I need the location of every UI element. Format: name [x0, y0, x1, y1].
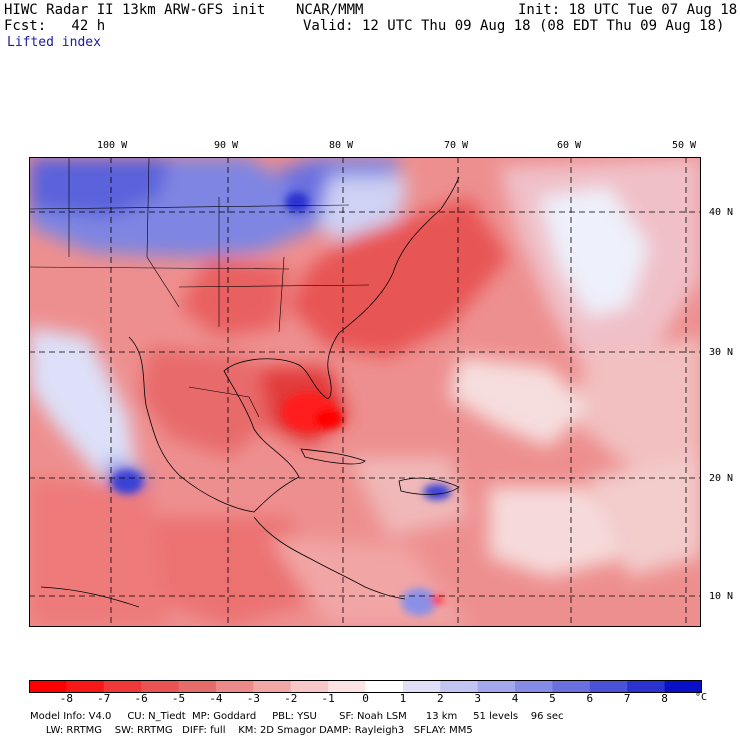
colorbar-swatch [141, 680, 180, 693]
colorbar-tick-label: -4 [209, 692, 223, 705]
model-title: HIWC Radar II 13km ARW-GFS init [4, 2, 266, 18]
colorbar [29, 680, 702, 693]
init-time: Init: 18 UTC Tue 07 Aug 18 [518, 2, 738, 18]
colorbar-swatch [66, 680, 105, 693]
lat-label: 10 N [709, 591, 734, 602]
colorbar-swatch [215, 680, 254, 693]
colorbar-swatch [664, 680, 702, 693]
colorbar-tick-label: 2 [436, 692, 444, 705]
colorbar-swatch [29, 680, 67, 693]
colorbar-swatch [440, 680, 479, 693]
colorbar-tick-label: -3 [246, 692, 260, 705]
colorbar-swatch [103, 680, 142, 693]
colorbar-frame [29, 680, 702, 693]
lon-label: 100 W [97, 140, 128, 151]
colorbar-swatch [178, 680, 217, 693]
colorbar-swatch [552, 680, 591, 693]
colorbar-tick-label: 3 [474, 692, 481, 705]
colorbar-tick-label: 1 [399, 692, 407, 705]
lat-label: 30 N [709, 347, 734, 358]
colorbar-tick-label: -7 [97, 692, 111, 705]
forecast-hour: Fcst: 42 h [4, 18, 106, 34]
political-borders [29, 157, 370, 418]
lon-label: 50 W [672, 140, 697, 151]
colorbar-tick-label: 6 [586, 692, 594, 705]
valid-time: Valid: 12 UTC Thu 09 Aug 18 (08 EDT Thu … [303, 18, 725, 34]
colorbar-tick-label: 4 [511, 692, 519, 705]
colorbar-tick-label: -6 [134, 692, 148, 705]
colorbar-tick-label: 5 [549, 692, 556, 705]
coastlines [40, 176, 460, 608]
colorbar-swatch [402, 680, 441, 693]
colorbar-swatch [627, 680, 666, 693]
colorbar-swatch [589, 680, 628, 693]
colorbar-swatch [328, 680, 366, 693]
field-name: Lifted index [7, 35, 101, 50]
colorbar-tick-label: -1 [321, 692, 335, 705]
colorbar-swatch [477, 680, 516, 693]
lon-label: 90 W [214, 140, 239, 151]
lon-label: 80 W [329, 140, 354, 151]
colorbar-swatch [365, 680, 404, 693]
colorbar-swatch [515, 680, 553, 693]
model-info-line-1: Model Info: V4.0 CU: N_Tiedt MP: Goddard… [30, 711, 564, 722]
map-frame [29, 157, 701, 627]
colorbar-tick-label: -2 [284, 692, 298, 705]
organization-label: NCAR/MMM [296, 2, 364, 18]
lat-label: 40 N [709, 207, 734, 218]
colorbar-swatch [290, 680, 329, 693]
colorbar-tick-label: 0 [362, 692, 369, 705]
colorbar-tick-label: 8 [661, 692, 668, 705]
colorbar-tick-label: -8 [59, 692, 73, 705]
lifted-index-map [29, 157, 701, 627]
lat-lon-grid [29, 157, 701, 627]
colorbar-unit: °C [695, 692, 708, 703]
lat-label: 20 N [709, 473, 734, 484]
colorbar-tick-label: 7 [623, 692, 631, 705]
lifted-index-extremes [111, 192, 451, 616]
colorbar-swatch [253, 680, 292, 693]
colorbar-tick-label: -5 [171, 692, 186, 705]
lon-label: 60 W [557, 140, 582, 151]
model-info-line-2: LW: RRTMG SW: RRTMG DIFF: full KM: 2D Sm… [30, 725, 473, 736]
lon-label: 70 W [444, 140, 469, 151]
